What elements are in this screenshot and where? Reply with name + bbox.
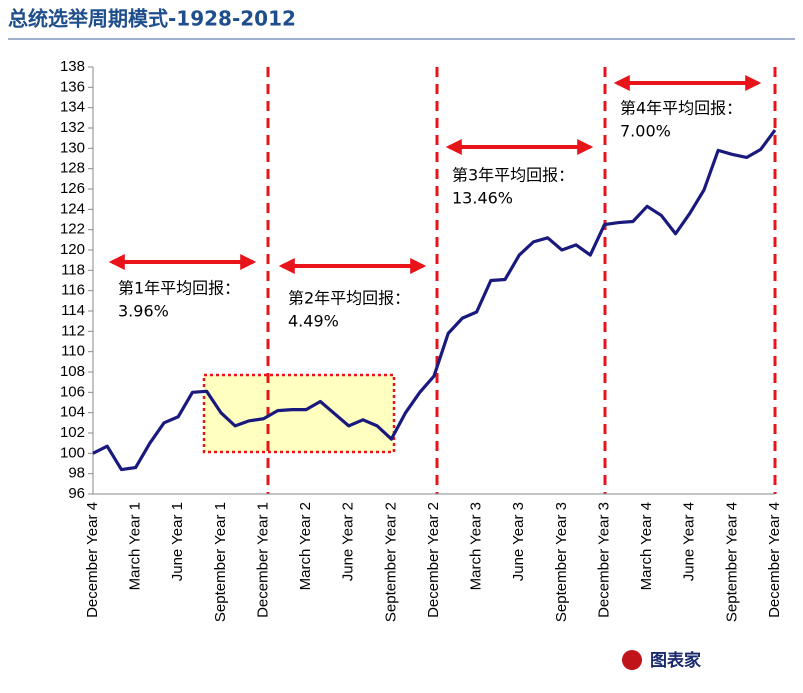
x-tick-label: September Year 4 [723,502,740,622]
x-tick-label: December Year 4 [84,502,101,618]
y-tick-label: 116 [61,282,85,299]
annotation-value: 7.00% [620,122,671,141]
y-tick-label: 108 [60,363,85,380]
x-tick-label: December Year 2 [425,502,442,618]
y-tick-label: 124 [60,200,85,217]
x-tick-label: September Year 2 [382,502,399,622]
chart-title: 总统选举周期模式-1928-2012 [8,7,296,31]
y-tick-label: 130 [60,139,85,156]
x-tick-label: March Year 2 [297,502,314,590]
y-tick-label: 132 [60,119,85,136]
x-tick-label: September Year 3 [553,502,570,622]
x-tick-label: March Year 4 [638,502,655,590]
logo-icon [622,650,642,670]
x-tick-label: June Year 2 [340,502,357,581]
annotation-value: 4.49% [288,312,339,331]
annotation-text: 第3年平均回报： [452,166,574,185]
y-tick-label: 136 [60,78,85,95]
y-tick-label: 126 [60,180,85,197]
highlight-box [202,373,396,454]
y-tick-label: 110 [61,343,85,360]
y-tick-label: 98 [68,465,85,482]
x-tick-label: June Year 3 [510,502,527,581]
y-tick-label: 122 [60,221,85,238]
y-tick-label: 114 [61,302,85,319]
y-tick-label: 134 [60,99,85,116]
y-tick-label: 112 [61,322,85,339]
x-tick-label: June Year 4 [681,502,698,581]
y-tick-label: 102 [60,424,85,441]
y-tick-label: 100 [60,444,85,461]
y-tick-label: 96 [68,485,85,502]
annotation-value: 3.96% [118,302,169,321]
y-tick-label: 120 [60,241,85,258]
annotation-text: 第1年平均回报： [118,279,240,298]
x-tick-label: March Year 3 [468,502,485,590]
y-tick-label: 118 [61,261,85,278]
y-tick-label: 106 [60,383,85,400]
annotation-value: 13.46% [452,189,513,208]
x-tick-label: December Year 1 [254,502,271,618]
annotation-text: 第4年平均回报： [620,99,742,118]
y-tick-label: 138 [60,58,85,75]
period-arrows [108,75,762,274]
x-tick-label: September Year 1 [212,502,229,622]
x-tick-label: December Year 4 [766,502,783,618]
annotation-text: 第2年平均回报： [288,289,410,308]
x-tick-label: March Year 1 [127,502,144,590]
logo-text: 图表家 [650,650,701,671]
period-dividers [266,67,777,494]
data-line [92,129,777,472]
x-tick-label: June Year 1 [169,502,186,581]
x-tick-label: December Year 3 [595,502,612,618]
y-tick-label: 128 [60,160,85,177]
y-tick-label: 104 [60,404,85,421]
